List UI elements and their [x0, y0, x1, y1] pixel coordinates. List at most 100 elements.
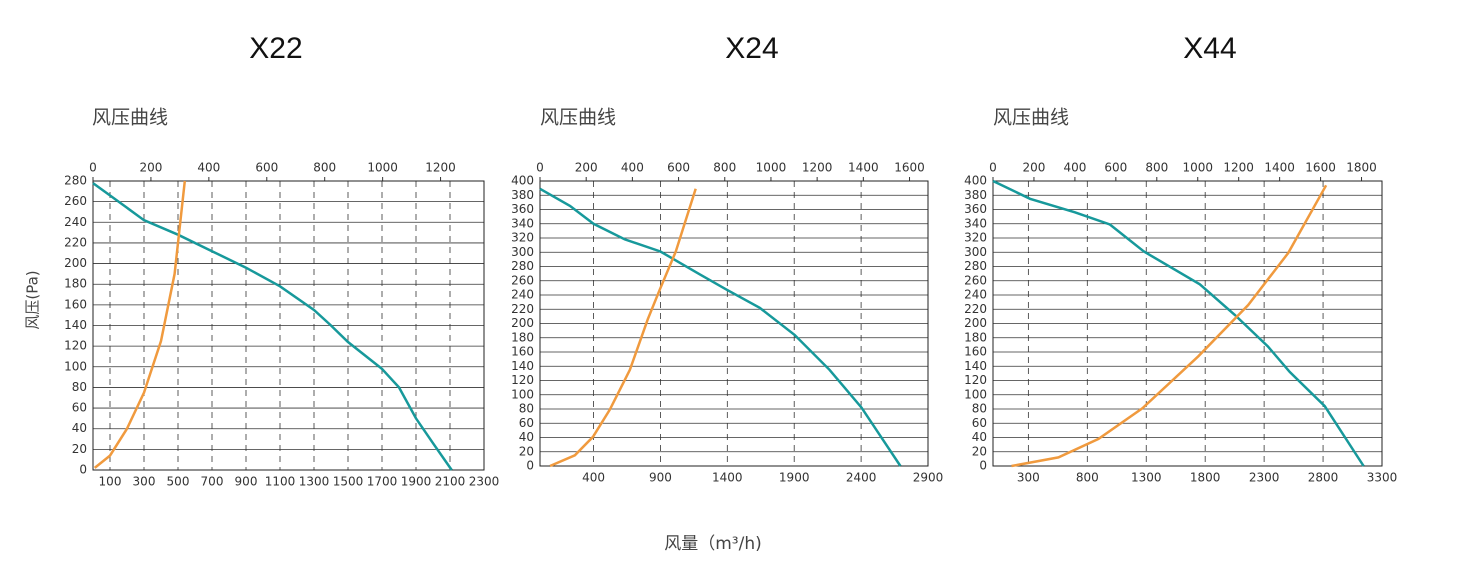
y-tick-label: 0	[79, 463, 87, 477]
y-tick-label: 0	[979, 459, 987, 473]
x-tick-label: 1900	[779, 471, 810, 485]
x-tick-label: 2300	[469, 475, 500, 489]
subtitle: 风压曲线	[993, 107, 1069, 129]
x-tick-label: 3300	[1367, 471, 1398, 485]
chart-title: X22	[249, 32, 302, 65]
plot-frame	[539, 180, 929, 467]
x-tick-label: 2400	[846, 471, 877, 485]
x2-tick-label: 1600	[1305, 161, 1336, 175]
y-tick-label: 140	[64, 318, 87, 332]
y-tick-label: 100	[511, 387, 534, 401]
y-tick-label: 360	[964, 202, 987, 216]
y-tick-label: 20	[72, 442, 87, 456]
x-tick-label: 2300	[1249, 471, 1280, 485]
y-tick-label: 60	[972, 416, 987, 430]
curve	[539, 187, 902, 467]
y-axis-label: 风压(Pa)	[24, 270, 42, 329]
x2-tick-label: 200	[139, 161, 162, 175]
x-tick-label: 1700	[367, 475, 398, 489]
curve	[93, 180, 187, 469]
x2-tick-label: 600	[667, 161, 690, 175]
y-tick-label: 300	[511, 245, 534, 259]
x-tick-label: 2100	[435, 475, 466, 489]
x-tick-label: 1400	[712, 471, 743, 485]
x-tick-label: 2900	[913, 471, 944, 485]
x2-tick-label: 1200	[1223, 161, 1254, 175]
x-tick-label: 1100	[265, 475, 296, 489]
x2-tick-label: 800	[1145, 161, 1168, 175]
y-tick-label: 60	[72, 401, 87, 415]
curve	[92, 182, 453, 471]
x-tick-label: 1800	[1190, 471, 1221, 485]
y-tick-label: 180	[964, 330, 987, 344]
y-tick-label: 160	[964, 345, 987, 359]
y-tick-label: 340	[964, 216, 987, 230]
x2-tick-label: 800	[313, 161, 336, 175]
x-tick-label: 1500	[333, 475, 364, 489]
x-tick-label: 1900	[401, 475, 432, 489]
y-tick-label: 40	[72, 421, 87, 435]
chart-title: X44	[1183, 32, 1236, 65]
chart-title: X24	[725, 32, 778, 65]
y-tick-label: 40	[972, 430, 987, 444]
y-tick-label: 200	[964, 316, 987, 330]
y-tick-label: 260	[64, 194, 87, 208]
y-tick-label: 320	[964, 231, 987, 245]
y-tick-label: 180	[511, 330, 534, 344]
x-tick-label: 900	[235, 475, 258, 489]
x-tick-label: 2800	[1308, 471, 1339, 485]
y-tick-label: 320	[511, 231, 534, 245]
y-tick-label: 260	[511, 273, 534, 287]
x2-tick-label: 1200	[425, 161, 456, 175]
y-tick-label: 120	[511, 373, 534, 387]
y-tick-label: 120	[64, 339, 87, 353]
y-tick-label: 140	[964, 359, 987, 373]
x2-tick-label: 1400	[848, 161, 879, 175]
y-tick-label: 80	[519, 402, 534, 416]
y-tick-label: 80	[72, 380, 87, 394]
y-tick-label: 220	[511, 302, 534, 316]
y-tick-label: 260	[964, 273, 987, 287]
x-tick-label: 500	[167, 475, 190, 489]
x-tick-label: 700	[201, 475, 224, 489]
y-tick-label: 120	[964, 373, 987, 387]
x-tick-label: 1300	[299, 475, 330, 489]
y-tick-label: 200	[511, 316, 534, 330]
y-tick-label: 20	[972, 444, 987, 458]
x2-tick-label: 1000	[1182, 161, 1213, 175]
y-tick-label: 340	[511, 216, 534, 230]
x-tick-label: 900	[649, 471, 672, 485]
x2-tick-label: 200	[575, 161, 598, 175]
y-tick-label: 200	[64, 256, 87, 270]
y-tick-label: 220	[964, 302, 987, 316]
x2-tick-label: 600	[255, 161, 278, 175]
x2-tick-label: 0	[89, 161, 97, 175]
x2-tick-label: 800	[713, 161, 736, 175]
y-tick-label: 280	[64, 174, 87, 188]
x2-tick-label: 1000	[367, 161, 398, 175]
y-tick-label: 240	[511, 288, 534, 302]
y-tick-label: 160	[511, 345, 534, 359]
x-tick-label: 800	[1076, 471, 1099, 485]
curve	[992, 179, 1365, 467]
y-tick-label: 100	[64, 359, 87, 373]
y-tick-label: 400	[511, 174, 534, 188]
x2-tick-label: 1800	[1346, 161, 1377, 175]
x-tick-label: 100	[99, 475, 122, 489]
curve	[1011, 184, 1328, 468]
subtitle: 风压曲线	[92, 107, 168, 129]
x-tick-label: 300	[1017, 471, 1040, 485]
y-tick-label: 240	[64, 215, 87, 229]
curve	[549, 188, 697, 468]
y-tick-label: 240	[964, 288, 987, 302]
y-tick-label: 20	[519, 444, 534, 458]
x2-tick-label: 600	[1104, 161, 1127, 175]
x2-tick-label: 0	[989, 161, 997, 175]
subtitle: 风压曲线	[540, 107, 616, 129]
y-tick-label: 360	[511, 202, 534, 216]
x2-tick-label: 400	[1063, 161, 1086, 175]
y-tick-label: 140	[511, 359, 534, 373]
y-tick-label: 0	[526, 459, 534, 473]
y-tick-label: 60	[519, 416, 534, 430]
